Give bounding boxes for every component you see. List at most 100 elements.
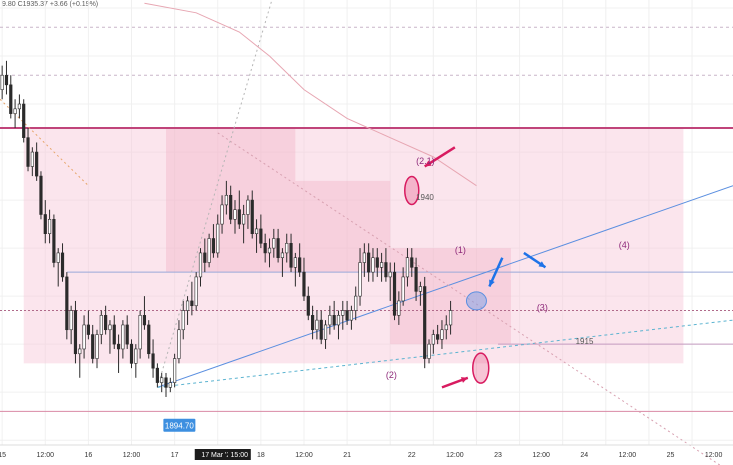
- candle-body: [168, 382, 172, 388]
- candle-body: [56, 252, 60, 263]
- annotation-label: (2): [386, 370, 397, 380]
- candle-body: [4, 74, 9, 86]
- candle-body: [358, 262, 362, 297]
- candle-body: [315, 319, 319, 331]
- x-tick-label: 15: [0, 452, 6, 459]
- candle-body: [69, 310, 73, 331]
- x-tick-label: 12:00: [532, 452, 550, 459]
- candle-body: [65, 276, 69, 331]
- candle-body: [229, 194, 233, 220]
- x-tick-label: 18: [257, 452, 265, 459]
- candle-body: [405, 257, 410, 278]
- candle-body: [272, 238, 276, 249]
- candle-body: [73, 310, 78, 355]
- candle-body: [35, 151, 39, 177]
- candle-body: [147, 324, 151, 355]
- ma-curve: [144, 2, 477, 187]
- x-tick-label: 15:00: [231, 452, 249, 459]
- x-tick-label: 17: [171, 452, 179, 459]
- candle-body: [276, 238, 280, 259]
- arrow-2-1-head: [424, 160, 432, 167]
- candle-body: [116, 343, 121, 350]
- candle-body: [26, 137, 30, 167]
- candle-body: [211, 238, 216, 254]
- annotation-label: (3): [537, 303, 548, 313]
- annotation-label: (1): [455, 245, 466, 255]
- candle-body: [22, 103, 26, 138]
- candle-body: [52, 218, 56, 263]
- candle-body: [311, 315, 315, 331]
- candle-body: [0, 74, 4, 90]
- candle-body: [185, 300, 190, 311]
- candle-body: [379, 262, 384, 268]
- candle-body: [237, 209, 241, 225]
- x-tick-label: 25: [667, 452, 675, 459]
- candle-body: [440, 329, 444, 340]
- candle-body: [13, 108, 17, 114]
- candle-body: [414, 267, 418, 292]
- trendline: [157, 185, 733, 388]
- trendline-dashed: [157, 319, 733, 388]
- candle-body: [259, 228, 263, 244]
- candle-body: [418, 286, 422, 292]
- candle-body: [371, 257, 375, 273]
- zone-rect: [295, 180, 391, 273]
- candle-body: [298, 257, 302, 273]
- ellipse-1: [465, 291, 487, 311]
- candle-body: [95, 334, 99, 359]
- ellipse-2: [472, 352, 490, 384]
- candle-body: [397, 300, 401, 316]
- steep-dotted: [156, 0, 273, 388]
- candle-body: [367, 252, 371, 273]
- candle-body: [285, 243, 289, 254]
- candle-body: [246, 199, 250, 215]
- candle-body: [427, 343, 431, 359]
- candle-body: [78, 348, 82, 355]
- candle-body: [280, 252, 285, 259]
- candle-body: [401, 276, 405, 302]
- candle-body: [155, 367, 159, 383]
- candle-body: [306, 295, 310, 316]
- candle-body: [86, 324, 90, 335]
- ellipse-2-1: [404, 175, 420, 206]
- candle-body: [224, 194, 228, 206]
- candle-body: [423, 286, 427, 359]
- candle-body: [134, 348, 138, 364]
- price-label-box: [163, 418, 196, 432]
- x-tick-label: 12:00: [705, 452, 723, 459]
- x-tick-label: 12:00: [619, 452, 637, 459]
- candle-body: [354, 295, 358, 311]
- candle-body: [164, 377, 168, 388]
- candle-body: [263, 243, 267, 254]
- x-tick-label: 12:00: [123, 452, 141, 459]
- candle-body: [216, 223, 220, 254]
- candle-body: [302, 271, 306, 297]
- candle-body: [332, 315, 336, 326]
- candle-body: [112, 324, 116, 345]
- arrow-1b-head: [538, 261, 546, 268]
- candle-body: [121, 324, 125, 350]
- candle-body: [198, 252, 203, 278]
- annotation-labels: (2.1) 1940 (1) (4) (3) 1915 (2) 1894.70: [163, 156, 630, 432]
- candle-body: [104, 315, 108, 331]
- annotation-marks: [404, 146, 547, 389]
- arrow-2-head: [460, 377, 468, 383]
- candle-body: [30, 151, 34, 167]
- candle-body: [173, 358, 177, 383]
- annotation-label: (2.1): [416, 156, 435, 166]
- ohlc-readout: 9.80 C1935.37 +3.66 (+0.19%): [2, 1, 99, 8]
- candle-body: [138, 315, 142, 350]
- x-tick-highlight: [194, 449, 241, 460]
- candle-body: [177, 329, 181, 359]
- candle-body: [203, 252, 207, 263]
- candle-body: [250, 199, 254, 235]
- x-tick-label: 21: [343, 452, 351, 459]
- candle-body: [60, 252, 65, 278]
- candle-body: [233, 209, 237, 220]
- x-tick-label: 12:00: [446, 452, 464, 459]
- candle-body: [242, 214, 246, 225]
- candle-body: [289, 243, 293, 268]
- candle-body: [345, 310, 349, 321]
